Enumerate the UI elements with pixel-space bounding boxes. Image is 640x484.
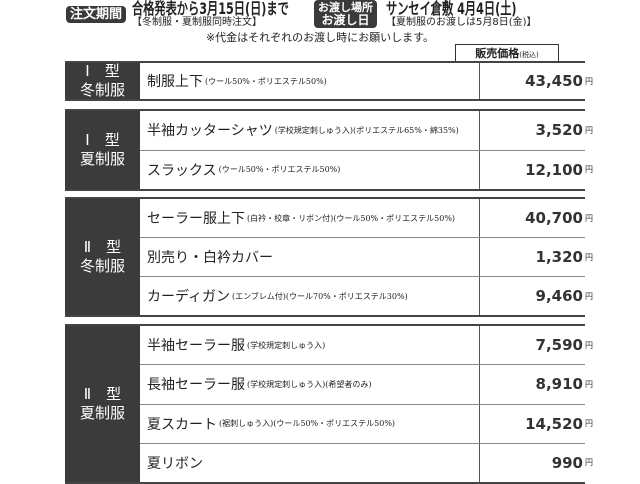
yen-unit: 円 xyxy=(585,76,593,86)
item-name: 別売り・白衿カバー xyxy=(147,250,273,266)
delivery-badge: お渡し場所 お渡し日 xyxy=(314,0,377,28)
item-detail: (学校規定刺しゅう入)(希望者のみ) xyxy=(247,379,372,389)
yen-unit: 円 xyxy=(585,213,593,223)
item-detail: (学校規定刺しゅう入)(ポリエステル65%・綿35%) xyxy=(274,125,459,135)
uniform-block: Ⅱ 型冬制服 セーラー服上下 (白衿・校章・リボン付)(ウール50%・ポリエステル5… xyxy=(65,197,593,317)
uniform-block: Ⅰ 型夏制服 半袖カッターシャツ (学校規定刺しゅう入)(ポリエステル65%・綿35… xyxy=(65,109,593,191)
type-label: Ⅱ 型 xyxy=(83,238,122,256)
item-name: 半袖カッターシャツ xyxy=(147,123,273,140)
type-label: Ⅰ 型 xyxy=(85,62,120,80)
item-detail: (学校規定刺しゅう入) xyxy=(247,340,326,350)
delivery-date-label: お渡し日 xyxy=(321,13,370,27)
item-name: 夏リボン xyxy=(147,455,203,472)
price-row: カーディガン (エンブレム付)(ウール70%・ポリエステル30%) 9,460 円 xyxy=(140,277,593,315)
order-period-badge: 注文期間 xyxy=(66,6,127,23)
item-name: カーディガン xyxy=(147,289,231,305)
delivery-place-label: お渡し場所 xyxy=(318,1,373,14)
season-label: 冬制服 xyxy=(79,81,125,99)
item-name: 夏スカート xyxy=(147,416,217,433)
payment-note: ※代金はそれぞれのお渡し時にお願いします。 xyxy=(205,31,435,44)
item-price: 3,520 xyxy=(535,121,583,140)
type-label: Ⅱ 型 xyxy=(83,385,122,403)
item-price: 1,320 xyxy=(535,248,583,266)
yen-unit: 円 xyxy=(585,125,593,135)
delivery-info: サンセイ倉敷 4月4日(土) xyxy=(386,0,517,18)
price-row: 別売り・白衿カバー 1,320 円 xyxy=(140,238,593,277)
price-header-label: 販売価格 xyxy=(475,47,520,60)
price-row: 長袖セーラー服 (学校規定刺しゅう入)(希望者のみ) 8,910 円 xyxy=(140,365,593,405)
item-detail: (裾刺しゅう入)(ウール50%・ポリエステル50%) xyxy=(219,419,396,429)
price-row: 制服上下 (ウール50%・ポリエステル50%) 43,450 円 xyxy=(140,63,593,99)
uniform-type-label: Ⅱ 型夏制服 xyxy=(65,326,140,482)
item-price: 12,100 xyxy=(525,160,583,179)
price-row: 夏スカート (裾刺しゅう入)(ウール50%・ポリエステル50%) 14,520 円 xyxy=(140,404,593,444)
season-label: 夏制服 xyxy=(79,150,125,168)
order-info: 注文期間 合格発表から3月15日(日)まで 【冬制服・夏制服同時注文】 お渡し場… xyxy=(66,0,626,30)
order-period: 合格発表から3月15日(日)まで xyxy=(132,0,289,18)
uniform-type-label: Ⅱ 型冬制服 xyxy=(65,199,140,315)
item-price: 8,910 xyxy=(535,375,583,394)
item-detail: (エンブレム付)(ウール70%・ポリエステル30%) xyxy=(232,291,408,301)
price-row: 半袖カッターシャツ (学校規定刺しゅう入)(ポリエステル65%・綿35%) 3,52… xyxy=(140,111,593,151)
item-detail: (ウール50%・ポリエステル50%) xyxy=(218,165,341,175)
item-name: 半袖セーラー服 xyxy=(147,338,245,355)
item-price: 43,450 xyxy=(525,72,583,90)
item-name: セーラー服上下 xyxy=(147,211,245,227)
item-price: 9,460 xyxy=(535,287,583,305)
yen-unit: 円 xyxy=(585,419,593,429)
item-price: 7,590 xyxy=(535,336,583,355)
tax-label: (税込) xyxy=(519,51,539,59)
yen-unit: 円 xyxy=(585,379,593,389)
type-label: Ⅰ 型 xyxy=(85,131,120,149)
price-row: スラックス (ウール50%・ポリエステル50%) 12,100 円 xyxy=(140,150,593,189)
price-row: 夏リボン 990 円 xyxy=(140,443,593,482)
item-price: 40,700 xyxy=(525,209,583,227)
item-name: 制服上下 xyxy=(147,74,203,90)
item-detail: (ウール50%・ポリエステル50%) xyxy=(205,76,327,86)
yen-unit: 円 xyxy=(585,458,593,468)
uniform-type-label: Ⅰ 型冬制服 xyxy=(65,62,140,99)
item-price: 990 xyxy=(551,453,583,472)
price-row: セーラー服上下 (白衿・校章・リボン付)(ウール50%・ポリエステル50%) 40,… xyxy=(140,199,593,238)
price-row: 半袖セーラー服 (学校規定刺しゅう入) 7,590 円 xyxy=(140,326,593,366)
uniform-block: Ⅱ 型夏制服 半袖セーラー服 (学校規定刺しゅう入) 7,590 円長袖セーラー服 (学校… xyxy=(65,324,593,484)
season-label: 冬制服 xyxy=(79,257,125,275)
yen-unit: 円 xyxy=(585,165,593,175)
item-detail: (白衿・校章・リボン付)(ウール50%・ポリエステル50%) xyxy=(247,213,456,223)
yen-unit: 円 xyxy=(585,291,593,301)
season-label: 夏制服 xyxy=(79,404,125,422)
yen-unit: 円 xyxy=(585,252,593,262)
order-note: 【冬制服・夏制服同時注文】 xyxy=(132,17,262,28)
delivery-note: 【夏制服のお渡しは5月8日(金)】 xyxy=(386,17,537,28)
uniform-block: Ⅰ 型冬制服 制服上下 (ウール50%・ポリエステル50%) 43,450 円 xyxy=(65,61,593,101)
item-name: スラックス xyxy=(147,162,217,179)
item-name: 長袖セーラー服 xyxy=(147,377,245,394)
yen-unit: 円 xyxy=(585,340,593,350)
price-header: 販売価格(税込) xyxy=(455,44,559,62)
item-price: 14,520 xyxy=(525,414,583,433)
uniform-type-label: Ⅰ 型夏制服 xyxy=(65,111,140,189)
